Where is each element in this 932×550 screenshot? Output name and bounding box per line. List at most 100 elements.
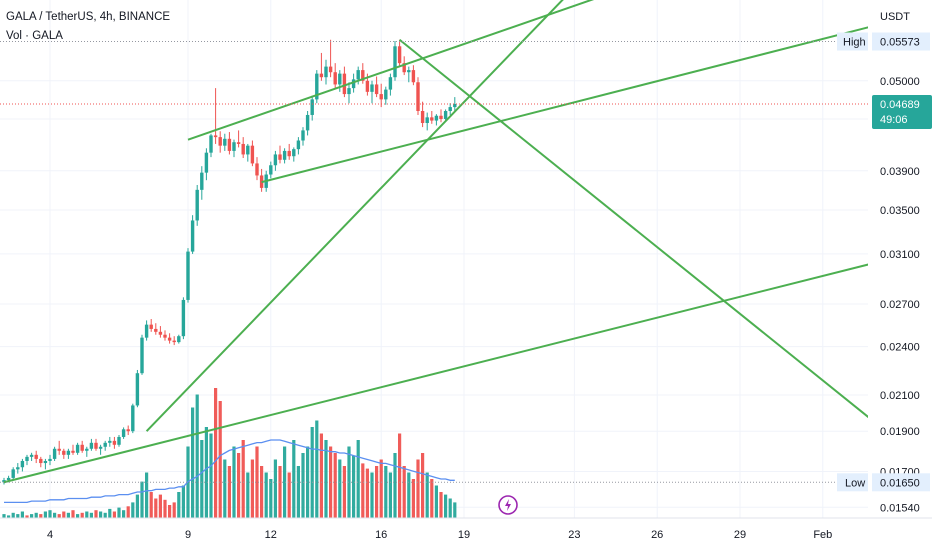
volume-bar [227,466,231,518]
candle-body [278,154,282,160]
volume-bar [48,510,52,518]
volume-bar [393,453,397,518]
volume-bar [398,433,402,518]
candle-body [255,163,259,176]
high-label: High [843,37,866,49]
volume-bar [71,510,75,518]
candle-body [89,442,94,449]
candle-body [241,143,245,155]
candle-body [98,446,103,449]
candle-body [172,340,176,343]
candlesticks [2,39,457,485]
price-tick-label: 0.03100 [880,249,920,261]
time-tick-label: 23 [568,529,580,541]
volume-bar [338,459,342,518]
price-tick-label: 0.01540 [880,502,920,514]
volume-bar [306,446,310,518]
volume-bar [352,455,356,518]
price-tick-label: 0.05000 [880,76,920,88]
candle-body [296,140,301,150]
time-axis[interactable]: 4 9 12 16 19 23 26 29 Feb [0,517,932,550]
candle-body [213,135,218,138]
current-price: 0.04689 [880,99,920,111]
candle-body [25,456,29,461]
candle-body [402,63,406,73]
time-tick-label: 29 [734,529,746,541]
volume-bar [53,512,57,518]
candle-body [305,114,310,131]
candle-body [347,88,351,95]
volume-bar [287,472,291,518]
candle-body [379,94,383,100]
volume-bar [145,472,149,518]
candle-body [384,89,388,100]
volume-bar [421,453,425,518]
volume-bar [122,510,126,518]
candle-body [29,454,34,457]
volume-bar [361,463,365,518]
candle-body [236,142,241,144]
volume-bar [370,472,374,518]
volume-bar [319,433,323,518]
volume-bar [333,453,337,518]
trendline [398,38,868,419]
volume-bar [269,479,273,518]
candle-body [48,458,52,461]
countdown: 49:06 [880,114,908,126]
trendlines[interactable] [3,0,919,484]
volume-bar [99,511,103,518]
grid-lines [0,0,868,518]
volume-histogram [2,388,457,518]
volume-bar [223,459,227,518]
low-label: Low [845,477,865,489]
volume-bar [296,466,300,518]
candle-body [34,454,38,459]
candle-body [328,66,333,73]
price-axis[interactable]: USDT0.050000.045000.039000.035000.031000… [837,0,932,550]
volume-bar [260,466,264,518]
price-tick-label: 0.02700 [880,299,920,311]
volume-bar [126,506,130,518]
volume-bar [94,510,98,518]
candle-body [287,150,291,157]
candle-body [388,77,393,90]
candle-body [416,82,420,112]
volume-bar [246,472,250,518]
volume-bar [283,446,287,518]
candle-body [407,70,411,73]
candle-body [57,448,61,451]
candle-body [16,467,20,470]
current-price-tag [872,95,932,130]
volume-bar [80,512,84,518]
volume-bar [34,512,38,518]
volume-bar [108,508,112,518]
time-tick-label: 9 [185,529,191,541]
candle-body [218,137,222,146]
candle-body [6,477,11,481]
candle-body [430,117,434,121]
reference-lines [0,41,868,515]
candle-body [310,99,314,115]
volume-bar [163,499,167,518]
axis-currency: USDT [880,11,910,23]
volume-bar [135,494,139,518]
candle-body [190,220,195,252]
candle-body [246,145,250,155]
volume-bar [375,466,379,518]
volume-bar [379,459,383,518]
candle-body [85,448,89,451]
volume-bar [30,514,34,518]
time-tick-label: 4 [47,529,53,541]
volume-bar [430,479,434,518]
volume-bar [384,466,388,518]
candle-body [103,442,107,447]
volume-bar [250,459,254,518]
candle-body [209,135,213,153]
high-value-box [872,32,930,51]
volume-bar [448,498,452,518]
volume-bar [11,512,15,518]
volume-bar [402,466,406,518]
time-tick-label: 26 [651,529,663,541]
candle-body [112,440,117,445]
